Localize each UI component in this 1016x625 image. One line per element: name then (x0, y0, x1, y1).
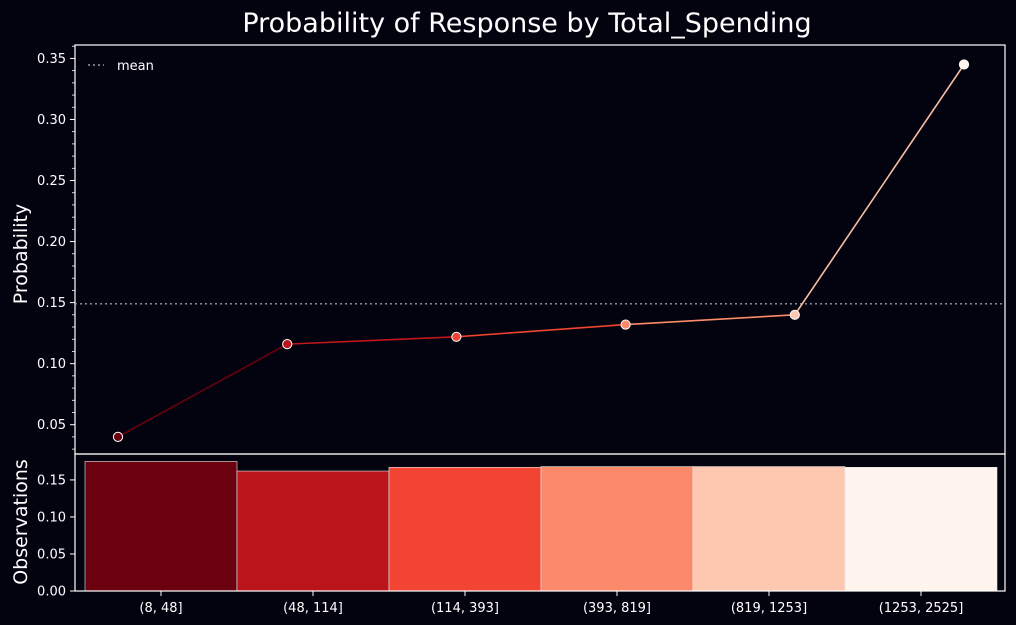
observations-y-ticks: 0.00 0.05 0.10 0.15 (37, 473, 75, 600)
observations-y-tick-label: 0.00 (37, 585, 66, 600)
probability-y-tick-label: 0.10 (37, 357, 66, 372)
probability-line-segment (287, 335, 457, 345)
probability-y-tick-label: 0.30 (37, 113, 66, 128)
probability-point (958, 59, 970, 70)
chart-title: Probability of Response by Total_Spendin… (242, 8, 811, 39)
probability-y-ticks: 0.05 0.10 0.15 0.20 0.25 0.30 0.35 (37, 52, 75, 433)
probability-y-tick-label: 0.25 (37, 174, 66, 189)
observations-y-tick-label: 0.10 (37, 510, 66, 525)
category-x-tick-label: (819, 1253] (731, 601, 807, 616)
observation-bar (388, 467, 542, 592)
probability-y-tick-label: 0.05 (37, 418, 66, 433)
probability-panel: 0.05 0.10 0.15 0.20 0.25 0.30 0.35 mean Probab… (10, 44, 1006, 455)
legend-mean-label: mean (117, 59, 154, 74)
probability-point (112, 431, 124, 443)
probability-series-line (117, 64, 965, 438)
probability-y-tick-label: 0.35 (37, 52, 66, 67)
probability-y-tick-label: 0.20 (37, 235, 66, 250)
category-x-tick-label: (114, 393] (431, 601, 499, 616)
observations-y-tick-label: 0.15 (37, 473, 66, 488)
probability-panel-frame (74, 44, 1006, 455)
probability-point (451, 331, 462, 342)
category-x-tick-label: (8, 48] (139, 601, 182, 616)
probability-axis-title: Probability (10, 204, 32, 304)
legend: mean (88, 59, 154, 74)
probability-line-segment (625, 314, 795, 326)
observation-bar (844, 467, 998, 592)
probability-line-segment (456, 323, 626, 338)
observation-bar (84, 461, 238, 592)
probability-point (282, 339, 293, 350)
observations-panel: 0.00 0.05 0.10 0.15 (8, 48] (48, 114] (114, 3… (10, 453, 1006, 616)
category-x-tick-label: (393, 819] (583, 601, 651, 616)
observation-bar (540, 466, 694, 592)
observations-axis-title: Observations (10, 459, 32, 585)
probability-point (789, 309, 800, 320)
observation-bars (84, 461, 998, 592)
probability-line-segment (117, 343, 288, 438)
category-x-tick-label: (1253, 2525] (879, 601, 964, 616)
observations-panel-frame (74, 453, 1006, 592)
probability-line-segment (794, 64, 965, 316)
observation-bar (236, 470, 390, 592)
probability-point (620, 319, 631, 330)
probability-y-tick-label: 0.15 (37, 296, 66, 311)
category-x-ticks: (8, 48] (48, 114] (114, 393] (393, 819] (819… (139, 591, 963, 616)
observations-y-tick-label: 0.05 (37, 547, 66, 562)
category-x-tick-label: (48, 114] (283, 601, 343, 616)
probability-series-points (112, 59, 970, 443)
probability-minor-ticks (72, 45, 75, 450)
observation-bar (692, 466, 846, 592)
